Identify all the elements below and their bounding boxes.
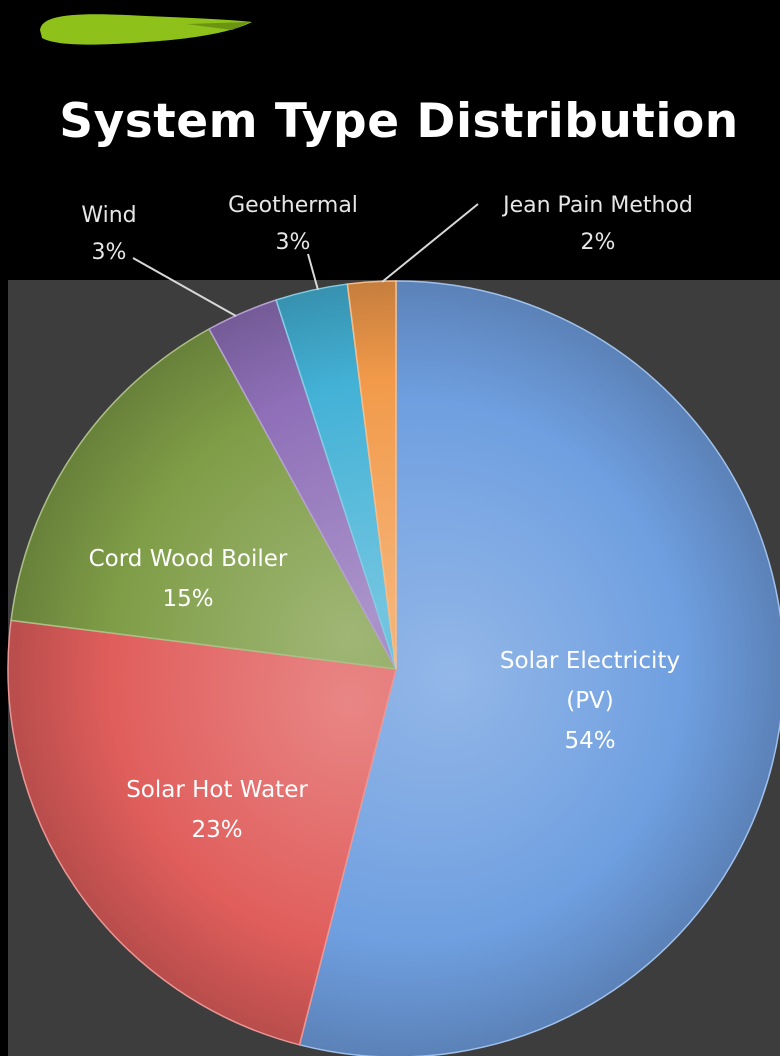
data-label-category: Cord Wood Boiler <box>89 546 288 572</box>
data-label-category: Wind <box>81 203 136 228</box>
data-label-category: Geothermal <box>228 193 358 218</box>
pie-slice-jean-pain-method <box>346 280 397 670</box>
pie-slice-solar-hot-water <box>7 619 397 1046</box>
leader-line-wind <box>132 257 237 317</box>
data-label-cord-wood-boiler: Cord Wood Boiler 15% <box>89 546 288 612</box>
data-label-category: Solar Electricity <box>500 648 680 674</box>
data-label-percent: 15% <box>162 586 213 612</box>
green-highlighter-mark <box>40 14 252 45</box>
data-labels: Solar Electricity (PV) 54% Solar Hot Water 2… <box>81 193 693 843</box>
data-label-category: (PV) <box>566 688 614 714</box>
data-label-jean-pain-method: Jean Pain Method 2% <box>501 193 693 255</box>
pie-slice-solar-electricity-pv <box>298 280 780 1056</box>
data-label-category: Jean Pain Method <box>501 193 693 218</box>
data-label-solar-electricity-pv: Solar Electricity (PV) 54% <box>500 648 680 754</box>
data-label-category: Solar Hot Water <box>126 777 308 803</box>
data-label-percent: 54% <box>564 728 615 754</box>
leader-line-jean-pain-method <box>381 203 479 283</box>
data-label-percent: 3% <box>92 240 127 265</box>
data-label-percent: 23% <box>191 817 242 843</box>
data-label-percent: 3% <box>276 230 311 255</box>
chart-title: System Type Distribution <box>59 94 739 149</box>
pie-slices <box>7 280 780 1056</box>
pie-slice-cord-wood-boiler <box>10 327 398 670</box>
data-label-percent: 2% <box>581 230 616 255</box>
data-label-geothermal: Geothermal 3% <box>228 193 358 255</box>
data-label-solar-hot-water: Solar Hot Water 23% <box>126 777 308 843</box>
leader-line-geothermal <box>307 253 319 291</box>
data-label-wind: Wind 3% <box>81 203 136 265</box>
leader-lines <box>132 203 479 317</box>
